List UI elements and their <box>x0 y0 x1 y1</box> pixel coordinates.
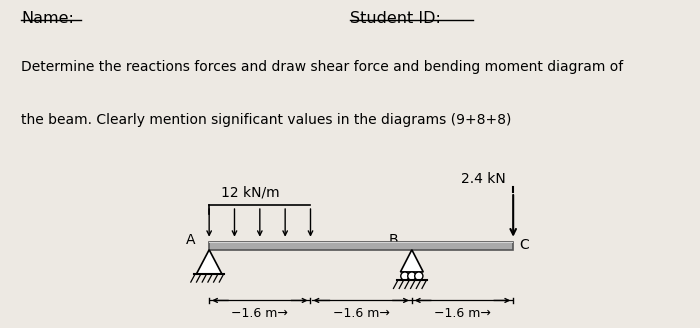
Polygon shape <box>197 250 222 274</box>
Circle shape <box>414 272 423 280</box>
Text: B: B <box>389 233 398 247</box>
Text: Name:: Name: <box>21 10 74 26</box>
Text: −1.6 m→: −1.6 m→ <box>232 307 288 320</box>
Circle shape <box>407 272 416 280</box>
Polygon shape <box>400 250 424 272</box>
Text: 2.4 kN: 2.4 kN <box>461 172 505 186</box>
Text: A: A <box>186 233 195 247</box>
Bar <box>209 241 513 243</box>
Text: −1.6 m→: −1.6 m→ <box>332 307 390 320</box>
Circle shape <box>401 272 409 280</box>
Bar <box>209 241 513 250</box>
Text: Student ID:: Student ID: <box>350 10 441 26</box>
Text: Determine the reactions forces and draw shear force and bending moment diagram o: Determine the reactions forces and draw … <box>21 60 623 74</box>
Text: the beam. Clearly mention significant values in the diagrams (9+8+8): the beam. Clearly mention significant va… <box>21 113 512 127</box>
Text: 12 kN/m: 12 kN/m <box>221 186 279 200</box>
Text: −1.6 m→: −1.6 m→ <box>434 307 491 320</box>
Text: C: C <box>519 238 528 252</box>
